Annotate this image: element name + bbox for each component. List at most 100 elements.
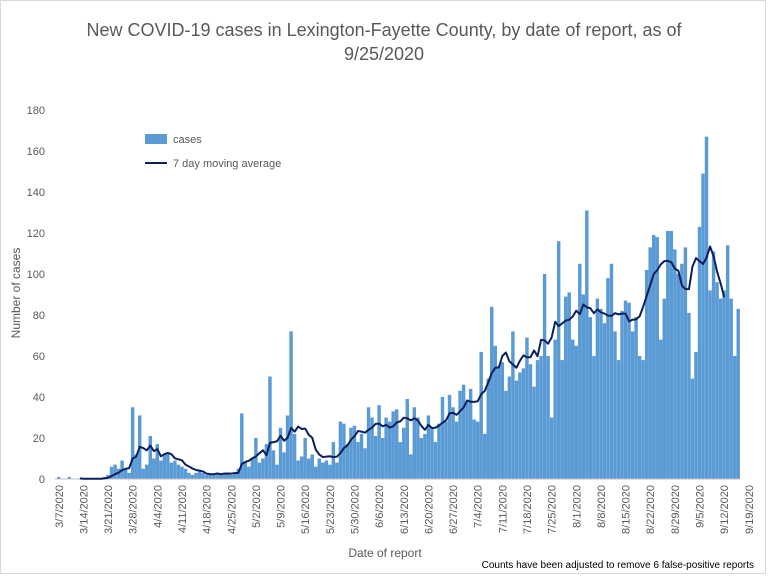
- legend-swatch-cases: [145, 134, 167, 144]
- bar-98: [402, 427, 406, 479]
- x-tick-label: 7/25/2020: [547, 485, 559, 534]
- legend-label-moving-average: 7 day moving average: [173, 158, 281, 170]
- bar-171: [659, 339, 663, 479]
- bar-45: [215, 472, 219, 479]
- bar-183: [701, 173, 705, 480]
- bar-182: [697, 226, 702, 479]
- bar-19: [123, 468, 128, 479]
- bar-37: [187, 472, 191, 479]
- bar-119: [475, 421, 480, 479]
- bar-100: [409, 454, 413, 479]
- bar-170: [655, 237, 659, 479]
- x-tick-label: 7/11/2020: [497, 485, 509, 533]
- bar-180: [690, 378, 695, 479]
- bar-82: [345, 444, 350, 479]
- bar-92: [380, 438, 385, 479]
- y-tick-label: 20: [33, 433, 45, 445]
- bar-51: [236, 468, 240, 479]
- bar-168: [648, 247, 652, 479]
- bar-174: [669, 230, 674, 479]
- bar-80: [338, 421, 343, 479]
- x-tick-label: 9/5/2020: [695, 485, 707, 528]
- bar-62: [275, 464, 279, 479]
- bar-79: [335, 462, 339, 479]
- y-tick-label: 140: [27, 187, 45, 199]
- bar-192: [732, 356, 737, 479]
- bar-86: [359, 433, 364, 479]
- bar-28: [155, 444, 160, 479]
- x-tick-label: 4/18/2020: [202, 485, 214, 534]
- bar-101: [412, 407, 417, 479]
- moving-average-line: [79, 245, 726, 480]
- bar-96: [394, 409, 399, 479]
- bar-66: [289, 331, 293, 479]
- bar-60: [268, 376, 272, 479]
- bar-135: [532, 386, 536, 479]
- bar-128: [507, 376, 512, 479]
- bar-152: [592, 356, 596, 479]
- bar-16: [113, 464, 117, 479]
- y-tick-label: 120: [27, 228, 45, 240]
- bar-71: [306, 458, 311, 479]
- bar-177: [680, 263, 684, 479]
- x-tick-label: 6/20/2020: [423, 485, 435, 534]
- bar-139: [546, 356, 550, 479]
- bar-3: [67, 476, 72, 479]
- bar-20: [127, 472, 131, 479]
- y-tick-label: 80: [33, 310, 45, 322]
- bar-58: [261, 458, 265, 479]
- bar-44: [211, 474, 216, 479]
- bar-69: [299, 456, 304, 479]
- x-tick-label: 4/25/2020: [226, 485, 238, 534]
- bar-91: [377, 405, 381, 479]
- bar-64: [282, 452, 286, 479]
- bar-158: [613, 331, 617, 479]
- bar-77: [328, 464, 332, 479]
- bar-30: [162, 454, 167, 479]
- y-tick-label: 40: [33, 392, 45, 404]
- line-layer: [79, 245, 726, 480]
- bar-90: [373, 435, 378, 479]
- bar-41: [201, 472, 205, 479]
- bar-34: [176, 464, 181, 479]
- bar-99: [405, 399, 409, 479]
- bar-108: [437, 423, 441, 479]
- y-tick-labels: 0 20 40 60 80 100 120 140 160 180: [27, 105, 45, 486]
- bar-133: [525, 337, 529, 479]
- bar-138: [542, 274, 547, 479]
- bar-117: [468, 388, 473, 479]
- bar-55: [250, 458, 255, 479]
- bar-154: [599, 308, 603, 479]
- bar-33: [173, 460, 177, 479]
- bar-43: [208, 474, 212, 479]
- bar-106: [430, 427, 434, 479]
- bar-29: [159, 460, 163, 479]
- x-tick-label: 6/13/2020: [399, 485, 411, 534]
- bar-85: [356, 442, 360, 479]
- bar-157: [609, 263, 614, 479]
- bar-24: [141, 468, 145, 479]
- bar-32: [169, 462, 174, 479]
- bar-127: [504, 390, 508, 479]
- bar-115: [461, 384, 466, 479]
- x-tick-label: 3/21/2020: [103, 485, 115, 534]
- bar-148: [578, 263, 582, 479]
- y-tick-label: 60: [33, 351, 45, 363]
- bar-111: [447, 394, 452, 479]
- bar-21: [130, 407, 135, 479]
- x-tick-label: 6/6/2020: [374, 485, 386, 528]
- bar-103: [419, 438, 424, 479]
- x-tick-label: 8/1/2020: [571, 485, 583, 528]
- chart-title: New COVID-19 cases in Lexington-Fayette …: [86, 20, 682, 64]
- bar-59: [264, 444, 269, 479]
- bar-27: [152, 458, 156, 479]
- bar-50: [233, 472, 237, 479]
- bar-129: [511, 331, 515, 479]
- bar-107: [433, 442, 438, 479]
- bar-46: [218, 474, 223, 479]
- bar-189: [722, 290, 726, 479]
- bar-78: [331, 442, 336, 479]
- bar-136: [535, 360, 540, 479]
- bar-190: [725, 245, 730, 479]
- bar-164: [634, 317, 638, 479]
